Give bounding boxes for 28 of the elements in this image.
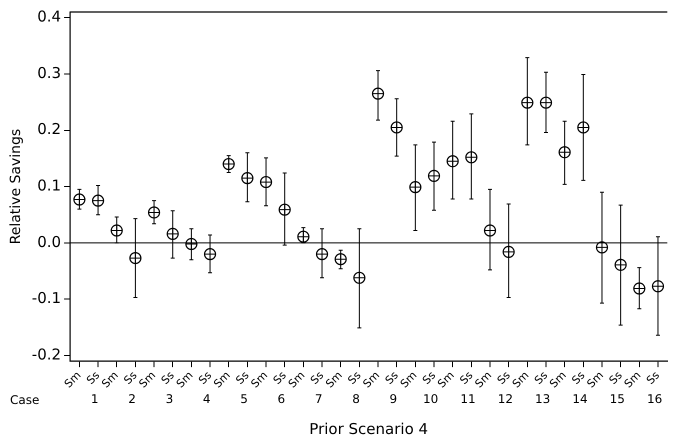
y-tick-label: -0.2 [32, 345, 62, 364]
text: 9 [390, 392, 398, 406]
text: 4 [202, 392, 211, 406]
x-tick-label: Sm [62, 368, 84, 390]
y-axis-title: Relative Savings [8, 128, 24, 244]
y-tick-label: 0.3 [37, 64, 62, 82]
y-tick-label: 0.2 [37, 120, 62, 138]
text: 16 [646, 392, 662, 406]
text: 7 [314, 392, 323, 406]
x-axis-title: Prior Scenario 4 [309, 420, 428, 438]
text: 6 [278, 392, 286, 406]
text: Case [10, 393, 40, 408]
text: 11 [460, 392, 476, 406]
text: 13 [535, 392, 550, 406]
text: 14 [572, 392, 588, 406]
text: 12 [498, 392, 513, 406]
text: 2 [128, 392, 136, 406]
text: 1 [90, 392, 99, 406]
text: 5 [240, 392, 248, 406]
text: 15 [610, 392, 625, 406]
text: 8 [352, 392, 360, 406]
text: 3 [166, 392, 174, 406]
y-tick-label: 0.0 [37, 232, 62, 251]
y-tick-label: 0.4 [37, 8, 62, 26]
y-tick-label: 0.1 [37, 176, 62, 194]
text: 10 [423, 392, 438, 406]
x-tick-label: Ss [644, 368, 662, 387]
y-tick-label: -0.1 [32, 289, 62, 308]
